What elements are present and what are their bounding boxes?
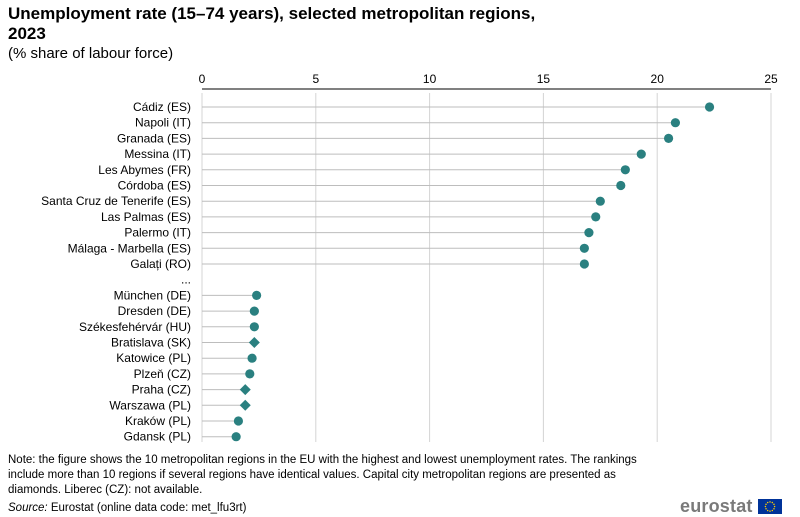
category-label: Cádiz (ES)	[133, 100, 191, 114]
data-point	[249, 306, 259, 316]
source-label: Source:	[8, 502, 48, 514]
logo-text: eurostat	[680, 496, 753, 516]
flag-star	[772, 508, 775, 510]
x-tick-label: 15	[537, 72, 551, 86]
data-point	[663, 133, 674, 143]
source-text: Eurostat (online data code: met_lfu3rt)	[50, 502, 247, 514]
x-tick-label: 20	[651, 72, 665, 86]
flag-star	[764, 503, 767, 505]
x-tick-label: 5	[312, 72, 319, 86]
category-label: Warszawa (PL)	[109, 398, 191, 412]
x-tick-label: 25	[764, 72, 778, 86]
data-diamond	[239, 399, 251, 411]
data-point	[616, 180, 626, 191]
category-label: Dresden (DE)	[118, 304, 191, 318]
category-label: ...	[181, 273, 191, 287]
chart-note: Note: the figure shows the 10 metropolit…	[8, 454, 637, 496]
x-tick-label: 0	[199, 72, 206, 86]
x-axis: 0 5 10 15 20 25	[199, 72, 778, 90]
rows-layer: Cádiz (ES) Napoli (IT)Granada (ES) Messina…	[41, 100, 715, 444]
flag-star	[768, 510, 771, 512]
chart-subtitle: (% share of labour force)	[8, 45, 174, 62]
eu-flag-icon	[757, 499, 782, 514]
flag-star	[773, 505, 775, 508]
data-point	[670, 118, 681, 128]
data-diamond	[239, 384, 251, 396]
data-point	[579, 259, 589, 269]
data-point	[595, 196, 605, 206]
data-point	[704, 102, 715, 112]
category-label: Székesfehérvár (HU)	[79, 320, 191, 334]
data-point	[252, 290, 262, 300]
flag-star	[764, 508, 767, 510]
category-label: Napoli (IT)	[135, 116, 191, 130]
data-point	[636, 149, 646, 159]
category-label: Las Palmas (ES)	[101, 210, 191, 224]
flag-star	[772, 503, 775, 505]
data-point	[231, 432, 241, 442]
flag-star	[771, 501, 773, 504]
chart-source: Source: Eurostat (online data code: met_…	[8, 501, 246, 515]
flag-star	[764, 505, 766, 508]
category-label: Granada (ES)	[117, 131, 191, 145]
category-label: Plzeň (CZ)	[134, 367, 191, 381]
chart-title: Unemployment rate (15–74 years), selecte…	[8, 4, 536, 43]
category-label: Santa Cruz de Tenerife (ES)	[41, 194, 191, 208]
category-label: Kraków (PL)	[125, 414, 191, 428]
data-diamond	[248, 337, 260, 348]
category-label: Gdansk (PL)	[124, 430, 191, 444]
data-point	[249, 322, 259, 332]
category-label: Palermo (IT)	[124, 226, 191, 240]
flag-star	[766, 509, 769, 512]
data-point	[233, 416, 244, 426]
dot-chart: 0 5 10 15 20 25 Cádiz (ES) Napoli (IT)Granada …	[41, 72, 778, 444]
category-label: Córdoba (ES)	[118, 179, 191, 193]
category-label: Praha (CZ)	[132, 383, 191, 397]
eurostat-logo[interactable]: eurostat	[680, 496, 782, 517]
category-label: Galați (RO)	[130, 257, 191, 271]
data-point	[584, 228, 594, 238]
category-label: München (DE)	[114, 288, 191, 302]
flag-star	[766, 501, 769, 504]
category-label: Málaga - Marbella (ES)	[68, 241, 191, 255]
x-tick-label: 10	[423, 72, 437, 86]
data-point	[579, 243, 589, 253]
category-label: Messina (IT)	[124, 147, 191, 161]
data-point	[247, 353, 257, 363]
data-point	[245, 369, 255, 379]
category-label: Katowice (PL)	[116, 351, 191, 365]
flag-star	[768, 501, 771, 503]
category-label: Bratislava (SK)	[111, 336, 191, 350]
category-label: Les Abymes (FR)	[98, 163, 191, 177]
data-point	[620, 165, 630, 175]
grid-layer	[201, 93, 772, 442]
data-point	[591, 212, 601, 222]
flag-star	[771, 509, 773, 512]
